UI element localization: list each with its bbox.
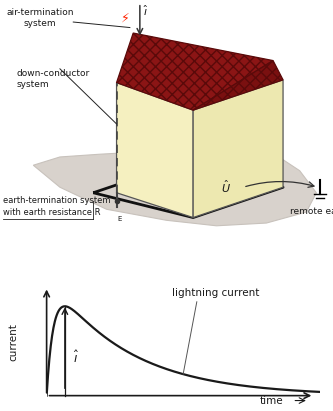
Text: lightning current: lightning current bbox=[172, 288, 260, 298]
Text: current: current bbox=[9, 323, 19, 361]
Text: $\hat{\imath}$: $\hat{\imath}$ bbox=[143, 4, 149, 18]
Polygon shape bbox=[33, 149, 316, 226]
Text: E: E bbox=[117, 216, 122, 222]
Text: earth-termination system: earth-termination system bbox=[3, 196, 111, 205]
Text: remote earth: remote earth bbox=[290, 206, 333, 215]
Polygon shape bbox=[193, 60, 283, 110]
Polygon shape bbox=[117, 83, 193, 217]
Text: air-termination
system: air-termination system bbox=[6, 8, 74, 28]
Text: with earth resistance R: with earth resistance R bbox=[3, 208, 101, 217]
Text: $\hat{U}$: $\hat{U}$ bbox=[221, 179, 231, 196]
Text: down-conductor
system: down-conductor system bbox=[17, 69, 90, 89]
Polygon shape bbox=[193, 80, 283, 217]
Text: $\hat{\imath}$: $\hat{\imath}$ bbox=[73, 350, 79, 366]
Text: time: time bbox=[260, 395, 283, 406]
Polygon shape bbox=[117, 33, 273, 110]
Text: ⚡: ⚡ bbox=[121, 12, 129, 24]
